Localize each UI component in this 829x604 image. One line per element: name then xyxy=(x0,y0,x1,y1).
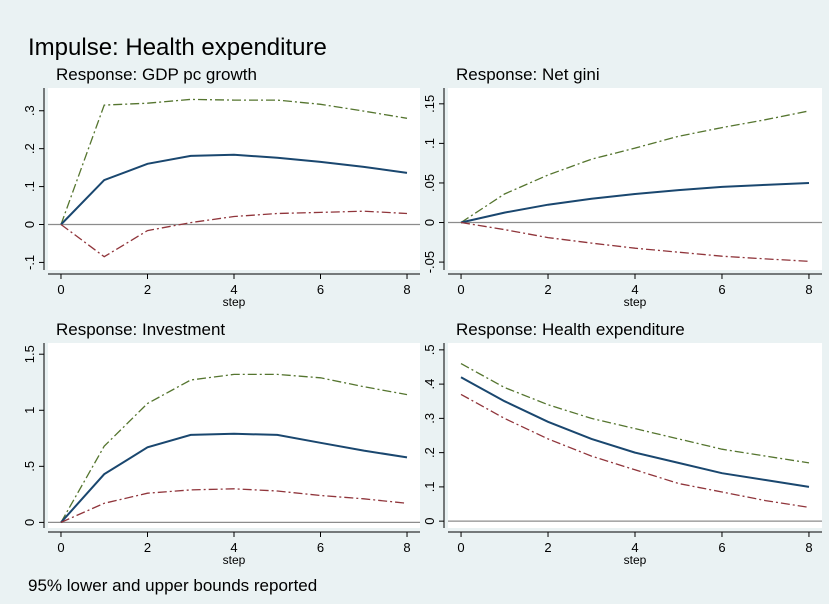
x-tick-label: 6 xyxy=(317,540,324,555)
x-axis-label: step xyxy=(223,553,246,567)
panel-title: Response: Net gini xyxy=(456,65,600,84)
series-line xyxy=(60,98,408,225)
y-tick-label: 1 xyxy=(22,407,37,414)
x-axis-label: step xyxy=(223,295,246,309)
series-line xyxy=(60,153,408,226)
x-tick-label: 4 xyxy=(230,540,237,555)
y-tick-label: 0 xyxy=(422,219,437,226)
x-tick-label: 6 xyxy=(718,282,725,297)
y-tick-label: .2 xyxy=(422,447,437,458)
series-line xyxy=(460,182,810,224)
y-tick-label: .4 xyxy=(422,379,437,390)
y-tick-label: .1 xyxy=(422,481,437,492)
plot-area xyxy=(448,88,822,270)
y-tick-label: .15 xyxy=(422,95,437,113)
x-tick-label: 4 xyxy=(230,282,237,297)
panel-title: Response: Health expenditure xyxy=(456,320,685,339)
x-tick-label: 0 xyxy=(457,282,464,297)
x-axis-label: step xyxy=(624,295,647,309)
panel-title: Response: GDP pc growth xyxy=(56,65,257,84)
plot-area xyxy=(48,343,420,528)
series-line xyxy=(460,221,810,262)
x-tick-label: 2 xyxy=(544,540,551,555)
figure-note: 95% lower and upper bounds reported xyxy=(28,576,317,595)
series-line xyxy=(460,110,810,224)
x-tick-label: 4 xyxy=(631,282,638,297)
y-tick-label: .3 xyxy=(422,413,437,424)
series-line xyxy=(60,488,408,523)
x-tick-label: 4 xyxy=(631,540,638,555)
series-line xyxy=(60,210,408,258)
y-tick-label: .05 xyxy=(422,174,437,192)
x-tick-label: 2 xyxy=(144,540,151,555)
x-tick-label: 8 xyxy=(403,540,410,555)
y-tick-label: .1 xyxy=(22,181,37,192)
x-tick-label: 6 xyxy=(317,282,324,297)
panel-title: Response: Investment xyxy=(56,320,225,339)
x-tick-label: 0 xyxy=(57,540,64,555)
x-tick-label: 0 xyxy=(57,282,64,297)
y-tick-label: 0 xyxy=(22,519,37,526)
y-tick-label: -.05 xyxy=(422,251,437,273)
x-tick-label: 2 xyxy=(544,282,551,297)
y-tick-label: 1.5 xyxy=(22,345,37,363)
x-tick-label: 8 xyxy=(805,282,812,297)
x-tick-label: 8 xyxy=(403,282,410,297)
y-tick-label: .3 xyxy=(22,105,37,116)
x-tick-label: 0 xyxy=(457,540,464,555)
plot-area xyxy=(48,88,420,270)
y-tick-label: 0 xyxy=(22,221,37,228)
y-tick-label: .2 xyxy=(22,143,37,154)
x-axis-label: step xyxy=(624,553,647,567)
y-tick-label: .5 xyxy=(422,344,437,355)
series-line xyxy=(60,373,408,523)
y-tick-label: 0 xyxy=(422,518,437,525)
series-line xyxy=(460,393,810,509)
x-tick-label: 6 xyxy=(718,540,725,555)
y-tick-label: -.1 xyxy=(22,255,37,270)
figure-title: Impulse: Health expenditure xyxy=(28,34,327,61)
plot-area xyxy=(448,343,822,528)
x-tick-label: 8 xyxy=(805,540,812,555)
y-tick-label: .1 xyxy=(422,138,437,149)
series-line xyxy=(60,432,408,524)
y-tick-label: .5 xyxy=(22,461,37,472)
series-line xyxy=(460,376,810,488)
x-tick-label: 2 xyxy=(144,282,151,297)
